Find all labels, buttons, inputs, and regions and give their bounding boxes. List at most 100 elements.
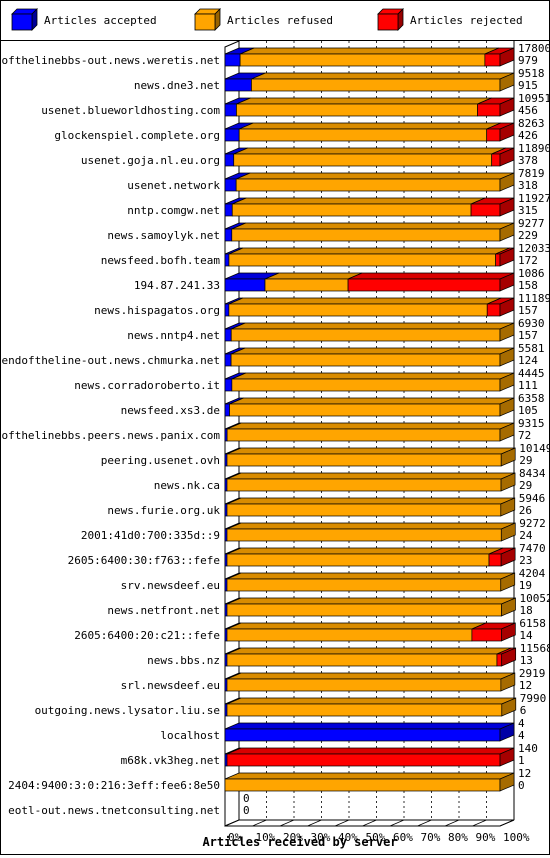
bar-rejected (486, 128, 501, 142)
category-label: endofthelinebbs.peers.news.panix.com (0, 429, 220, 442)
bar-refused-top (226, 472, 516, 480)
bar-refused-top (229, 397, 515, 405)
value-label-accepted: 26 (519, 504, 532, 517)
bar-accepted (224, 53, 241, 67)
bar-rejected (477, 103, 501, 117)
bar-refused (228, 303, 488, 317)
bar-rejected-top (226, 747, 515, 755)
value-label-accepted: 158 (518, 279, 538, 292)
bar-rejected (486, 303, 501, 317)
bar-accepted (224, 353, 232, 367)
category-label: srl.newsdeef.eu (121, 679, 220, 692)
bar-refused-top (231, 222, 515, 230)
value-label-accepted: 124 (518, 354, 538, 367)
bar-refused (228, 253, 496, 267)
category-label: endofthelinebbs-out.news.weretis.net (0, 54, 220, 67)
value-label-offered: 0 (243, 792, 250, 805)
value-label-offered: 5946 (519, 492, 546, 505)
x-tick-label: 20% (283, 831, 303, 844)
bar-side (501, 647, 517, 667)
bar-accepted (224, 253, 230, 267)
bar-rejected-top (347, 272, 515, 280)
bar-accepted (224, 378, 233, 392)
bar-accepted (224, 303, 230, 317)
value-label-offered: 17800 (518, 42, 550, 55)
value-label-offered: 10149 (519, 442, 550, 455)
x-tick-label: 0% (228, 831, 242, 844)
value-label-offered: 7990 (520, 692, 547, 705)
category-label: 2404:9400:3:0:216:3eff:fee6:8e50 (8, 779, 220, 792)
bar-refused (226, 578, 502, 592)
floor-grid-line (334, 819, 350, 827)
bar-refused-top (264, 272, 363, 280)
bar-refused (233, 153, 493, 167)
bar-rejected (484, 53, 501, 67)
category-label: news.samoylyk.net (107, 229, 220, 242)
value-label-offered: 4445 (518, 367, 545, 380)
value-label-accepted: 318 (518, 179, 538, 192)
value-label-accepted: 72 (518, 429, 531, 442)
value-label-offered: 6158 (519, 617, 546, 630)
value-label-offered: 9272 (519, 517, 546, 530)
x-tick-label: 40% (338, 831, 358, 844)
category-label: m68k.vk3heg.net (121, 754, 220, 767)
bar-accepted (224, 153, 235, 167)
bar-refused-top (226, 447, 516, 455)
category-label: news.dne3.net (134, 79, 220, 92)
value-label-accepted: 13 (520, 654, 533, 667)
bar-side (499, 47, 515, 67)
bar-refused-top (231, 322, 515, 330)
category-label: eotl-out.news.tnetconsulting.net (8, 804, 220, 817)
bar-side (500, 547, 516, 567)
bar-refused (226, 603, 502, 617)
bar-side (499, 397, 515, 417)
bar-side (499, 197, 515, 217)
bar-accepted (224, 728, 501, 742)
bar-refused-top (226, 597, 516, 605)
value-label-offered: 11890 (518, 142, 550, 155)
bar-rejected (488, 553, 502, 567)
bar-refused (226, 478, 502, 492)
bar-side (499, 172, 515, 192)
legend-swatch (11, 13, 33, 31)
bar-refused (226, 453, 502, 467)
value-label-accepted: 4 (518, 729, 525, 742)
value-label-offered: 4204 (519, 567, 546, 580)
value-label-offered: 6358 (518, 392, 545, 405)
value-label-accepted: 1 (518, 754, 525, 767)
value-label-offered: 9277 (518, 217, 545, 230)
bar-side (501, 697, 517, 717)
x-axis-title: Articles received by server (202, 835, 397, 849)
category-label: outgoing.news.lysator.liu.se (35, 704, 220, 717)
category-label: news.netfront.net (107, 604, 220, 617)
value-label-offered: 7819 (518, 167, 545, 180)
category-label: peering.usenet.ovh (101, 454, 220, 467)
value-label-accepted: 157 (518, 329, 538, 342)
bar-refused (226, 653, 498, 667)
category-label: 2001:41d0:700:335d::9 (81, 529, 220, 542)
floor-grid-line (417, 819, 432, 827)
bar-refused (231, 228, 501, 242)
bar-refused-top (226, 422, 515, 430)
value-label-accepted: 229 (518, 229, 538, 242)
floor-grid-line (499, 819, 515, 827)
bar-side (500, 472, 516, 492)
floor-grid-line (444, 819, 460, 827)
bar-rejected (470, 203, 501, 217)
bar-refused (226, 428, 501, 442)
category-label: usenet.blueworldhosting.com (41, 104, 220, 117)
bar-rejected (471, 628, 502, 642)
category-label: usenet.network (127, 179, 220, 192)
value-label-accepted: 378 (518, 154, 538, 167)
bar-accepted (224, 103, 237, 117)
floor-grid-line (252, 819, 267, 827)
bar-refused (230, 328, 501, 342)
bar-refused-top (226, 547, 504, 555)
x-tick-label: 70% (421, 831, 441, 844)
bar-side (499, 422, 515, 442)
floor-grid-line (389, 819, 405, 827)
bar-rejected (347, 278, 501, 292)
category-label: 2605:6400:30:f763::fefe (68, 554, 220, 567)
